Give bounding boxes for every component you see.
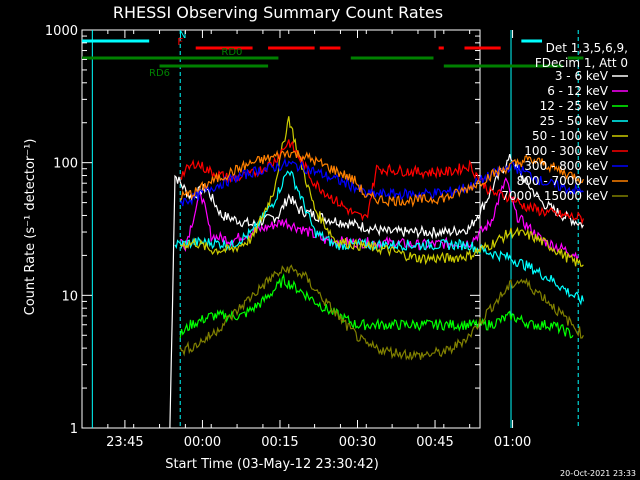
legend-label: 3 - 6 keV (555, 69, 609, 83)
x-tick-label: 00:45 (416, 435, 453, 450)
x-tick-label: 01:00 (494, 435, 531, 450)
x-tick-label: 00:30 (339, 435, 376, 450)
plot-area: NF RD0 RD6 1 10 100 1000 23:45 00:00 00:15 00:30 00… (45, 24, 584, 450)
series-line (179, 149, 584, 208)
legend: Det 1,3,5,6,9,FDecim 1, Att 03 - 6 keV6 … (501, 41, 628, 203)
series-line (179, 116, 584, 267)
x-tick-label: 00:00 (184, 435, 221, 450)
legend-header: Det 1,3,5,6,9, (546, 41, 628, 55)
legend-label: 800 - 7000 keV (517, 174, 609, 188)
x-tick-label: 23:45 (106, 435, 143, 450)
series-line (179, 273, 574, 339)
y-tick-label: 1000 (45, 24, 78, 39)
timestamp: 20-Oct-2021 23:33 (560, 469, 636, 478)
series-line (179, 264, 584, 361)
y-tick-label: 10 (61, 289, 78, 304)
x-tick-label: 00:15 (261, 435, 298, 450)
series-line (174, 170, 584, 306)
chart-title: RHESSI Observing Summary Count Rates (113, 3, 443, 22)
legend-label: 6 - 12 keV (547, 84, 609, 98)
state-bar-label: N (179, 30, 186, 41)
legend-label: 100 - 300 keV (524, 144, 608, 158)
x-axis-label: Start Time (03-May-12 23:30:42) (165, 457, 379, 472)
state-bar-label: F (177, 37, 183, 48)
legend-header: FDecim 1, Att 0 (535, 56, 628, 70)
legend-label: 50 - 100 keV (532, 129, 609, 143)
legend-label: 12 - 25 keV (540, 99, 609, 113)
state-bar-label: RD6 (149, 68, 170, 79)
y-tick-label: 100 (53, 157, 78, 172)
state-bar-label: RD0 (221, 47, 242, 58)
legend-label: 7000 - 15000 keV (501, 189, 608, 203)
legend-label: 25 - 50 keV (540, 114, 609, 128)
legend-label: 300 - 800 keV (524, 159, 608, 173)
y-axis-label: Count Rate (s⁻¹ detector⁻¹) (23, 139, 38, 316)
y-tick-label: 1 (70, 422, 78, 437)
